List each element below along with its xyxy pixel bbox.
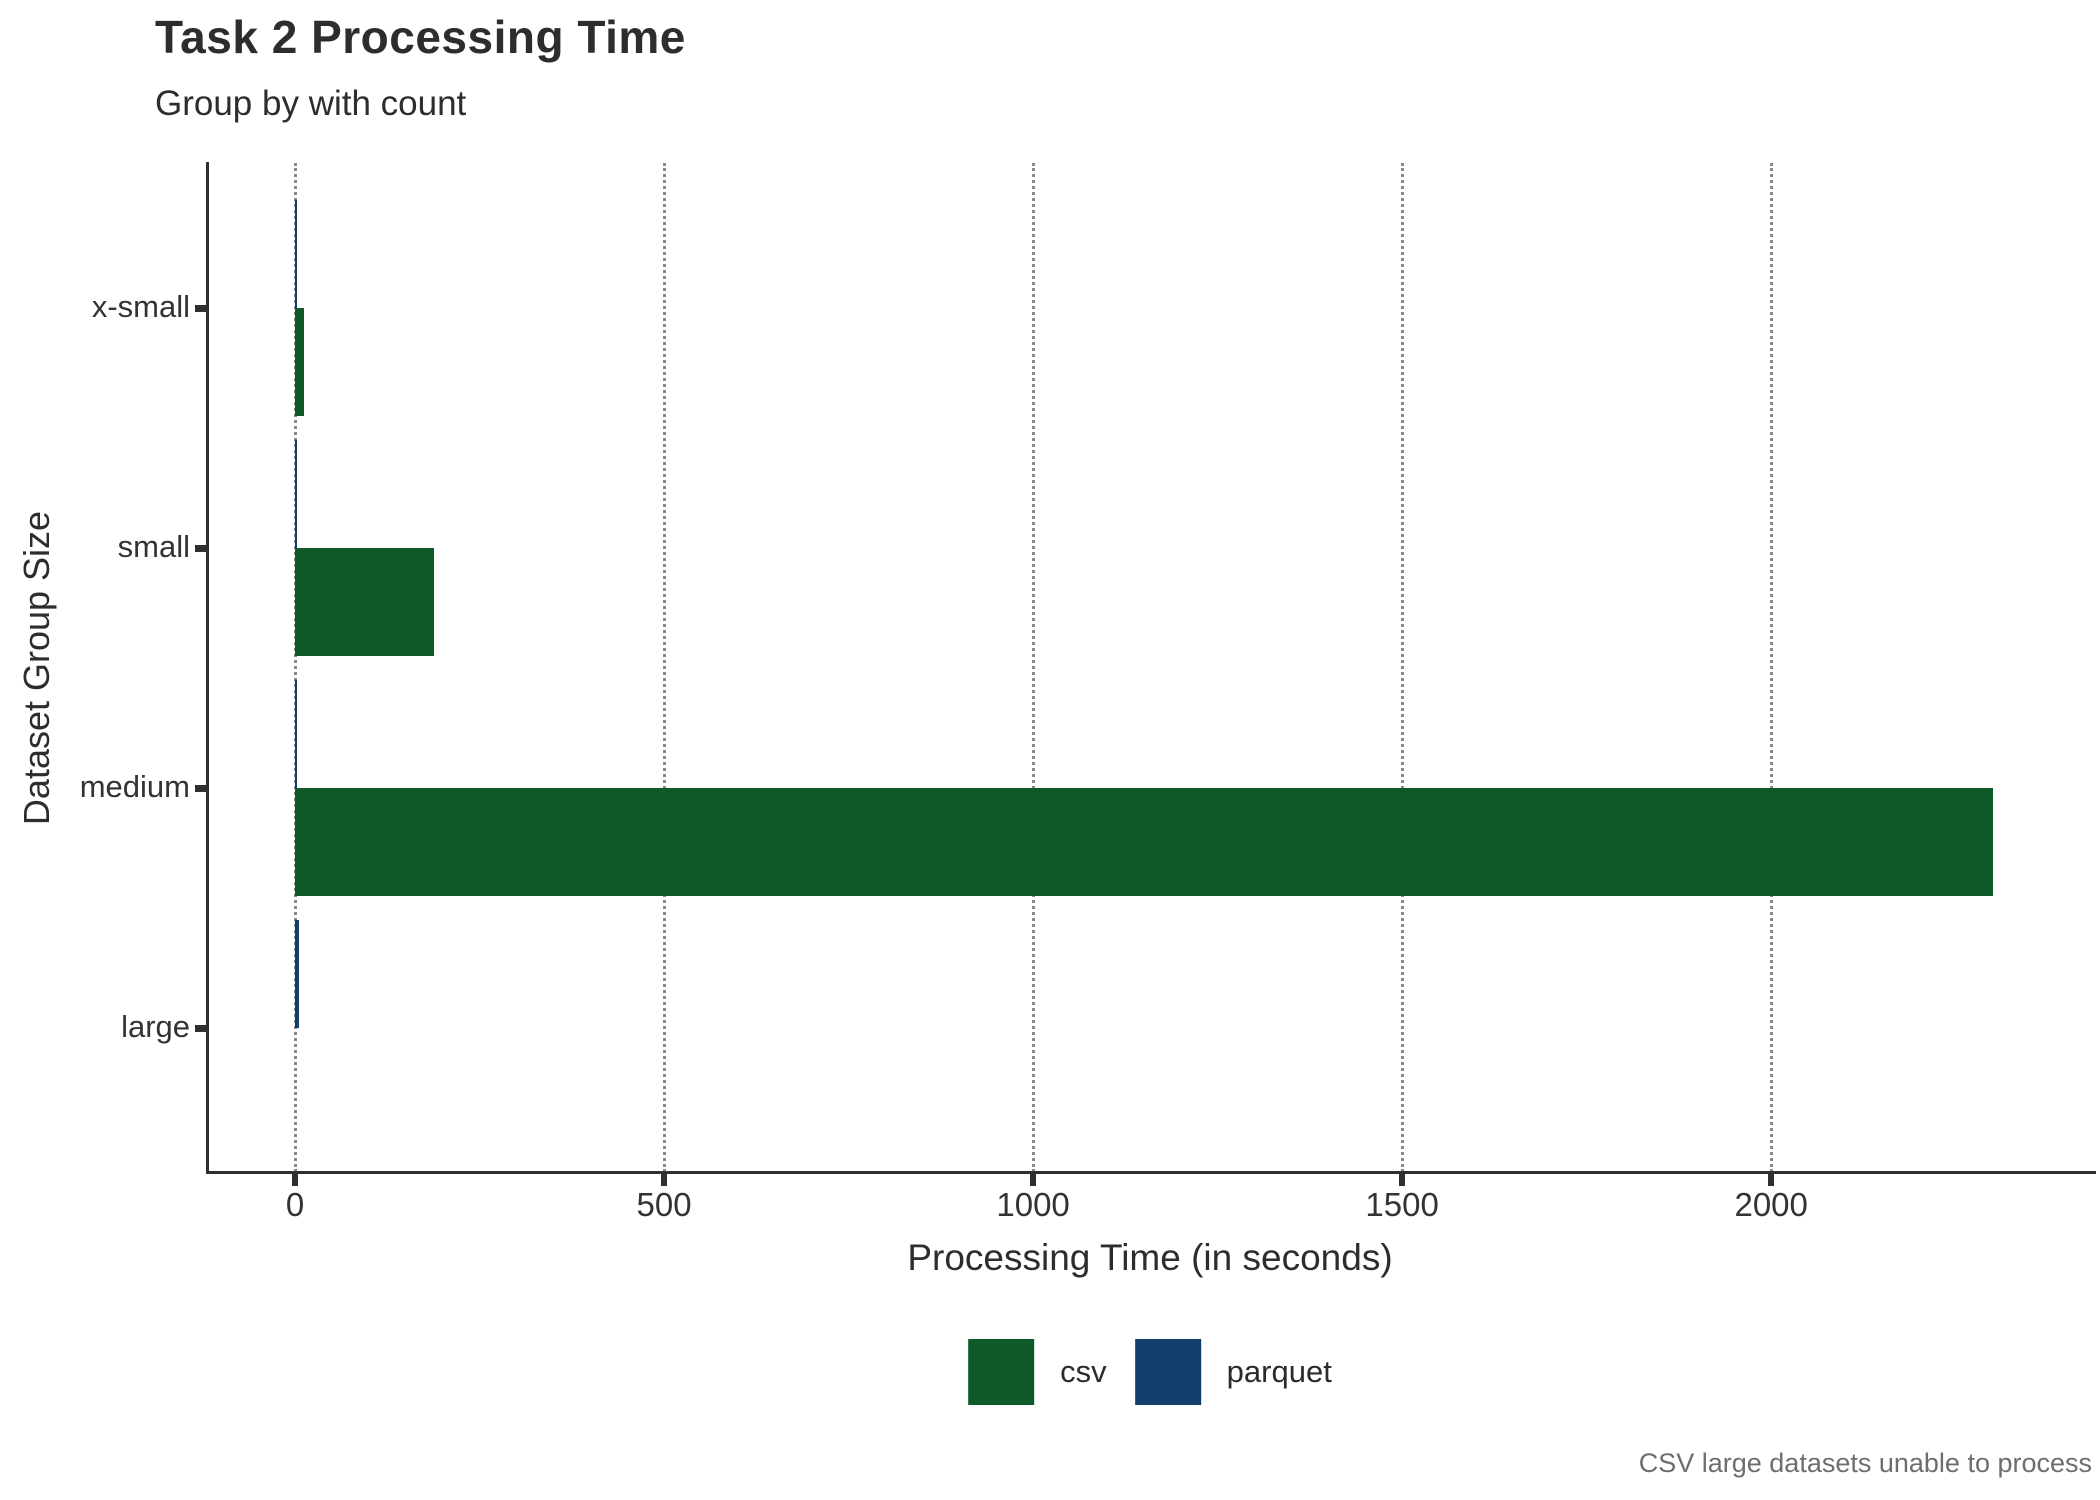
bar-parquet-x-small xyxy=(295,200,297,308)
bar-parquet-small xyxy=(295,440,297,548)
x-axis-tick-2000 xyxy=(1768,1172,1775,1186)
y-tick-label-medium: medium xyxy=(79,769,190,804)
legend-item-csv: csv xyxy=(968,1339,1107,1405)
x-axis-tick-0 xyxy=(292,1172,298,1186)
legend-item-parquet: parquet xyxy=(1134,1339,1332,1405)
legend-swatch-csv xyxy=(968,1339,1035,1405)
x-axis-title: Processing Time (in seconds) xyxy=(907,1237,1393,1278)
x-tick-label-0: 0 xyxy=(285,1186,305,1223)
x-axis-tick-500 xyxy=(661,1172,668,1186)
bar-csv-medium xyxy=(295,788,1993,896)
gridline-x-1500 xyxy=(1401,163,1405,1172)
bar-csv-x-small xyxy=(295,308,304,416)
x-tick-label-2000: 2000 xyxy=(1734,1186,1808,1223)
gridline-x-0 xyxy=(294,163,297,1172)
legend: csv parquet xyxy=(968,1339,1332,1405)
x-tick-label-500: 500 xyxy=(636,1186,692,1223)
y-axis-title: Dataset Group Size xyxy=(16,510,57,826)
legend-swatch-parquet xyxy=(1134,1339,1201,1405)
y-axis-tick-medium xyxy=(195,785,208,792)
x-axis-tick-1500 xyxy=(1399,1172,1406,1186)
y-axis-tick-x-small xyxy=(195,305,208,312)
y-axis-tick-large xyxy=(195,1025,208,1032)
chart-subtitle: Group by with count xyxy=(155,84,467,123)
chart-caption: CSV large datasets unable to process xyxy=(1638,1448,2092,1478)
x-tick-label-1000: 1000 xyxy=(996,1186,1070,1223)
y-tick-label-x-small: x-small xyxy=(91,289,190,324)
gridline-x-500 xyxy=(663,163,667,1172)
y-axis-tick-small xyxy=(195,545,208,552)
y-tick-label-large: large xyxy=(121,1009,190,1044)
y-tick-label-small: small xyxy=(117,529,190,564)
y-axis-line xyxy=(206,162,209,1174)
gridline-x-2000 xyxy=(1770,163,1774,1172)
x-axis-tick-1000 xyxy=(1030,1172,1037,1186)
legend-label-parquet: parquet xyxy=(1226,1354,1332,1389)
chart-title: Task 2 Processing Time xyxy=(155,11,686,63)
x-axis-line xyxy=(206,1171,2096,1174)
bar-csv-small xyxy=(295,548,434,656)
bar-parquet-medium xyxy=(295,680,298,788)
bar-parquet-large xyxy=(295,920,300,1028)
legend-label-csv: csv xyxy=(1060,1354,1107,1389)
x-tick-label-1500: 1500 xyxy=(1365,1186,1439,1223)
gridline-x-1000 xyxy=(1032,163,1036,1172)
